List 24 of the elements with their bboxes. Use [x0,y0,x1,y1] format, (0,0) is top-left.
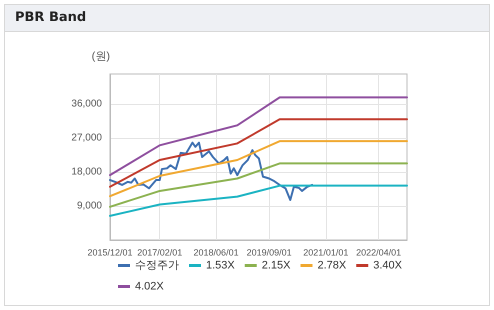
x-tick-label: 2017/02/01 [137,248,182,258]
legend-label: 수정주가 [135,260,179,272]
legend-label: 3.40X [373,260,403,272]
y-axis-title: (원) [92,50,110,62]
line-series [109,140,408,198]
y-tick-label: 18,000 [71,166,102,178]
line-series [109,162,408,208]
x-tick-label: 2019/09/01 [246,248,292,258]
legend-label: 2.15X [262,260,292,272]
line-series [109,142,314,202]
legend-label: 4.02X [135,280,164,292]
y-tick-label: 27,000 [71,132,102,144]
legend-label: 2.78X [317,260,347,272]
line-series [109,118,408,188]
x-tick-label: 2015/12/01 [87,248,133,258]
x-tick-label: 2022/04/01 [356,248,402,258]
chart-title: PBR Band [5,5,489,32]
x-tick-label: 2021/01/01 [303,248,348,258]
y-tick-label: 9,000 [76,200,102,212]
y-tick-label: 36,000 [71,98,102,110]
line-series [109,96,408,176]
line-series [109,184,408,217]
x-tick-label: 2018/06/01 [194,248,239,258]
legend-label: 1.53X [206,260,236,272]
